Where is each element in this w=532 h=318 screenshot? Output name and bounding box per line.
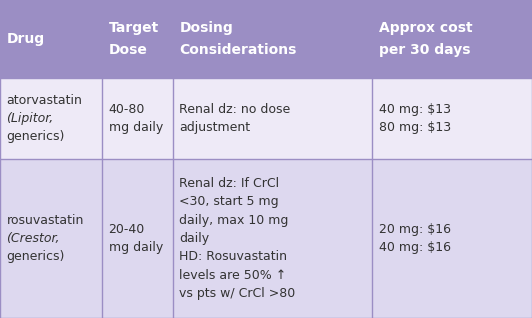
Text: 40-80: 40-80: [109, 103, 145, 116]
Bar: [372, 0, 532, 78]
Bar: [372, 159, 532, 318]
Text: adjustment: adjustment: [179, 121, 251, 134]
Text: 20 mg: $16: 20 mg: $16: [379, 223, 451, 236]
Bar: [102, 78, 173, 159]
Text: Target: Target: [109, 21, 159, 35]
Bar: [173, 78, 372, 159]
Text: daily, max 10 mg: daily, max 10 mg: [179, 214, 289, 226]
Text: Considerations: Considerations: [179, 43, 297, 57]
Text: rosuvastatin: rosuvastatin: [6, 214, 84, 226]
Text: Dosing: Dosing: [179, 21, 233, 35]
Text: (Lipitor,: (Lipitor,: [6, 112, 54, 125]
Text: <30, start 5 mg: <30, start 5 mg: [179, 195, 279, 208]
Text: Dose: Dose: [109, 43, 147, 57]
Text: HD: Rosuvastatin: HD: Rosuvastatin: [179, 251, 287, 263]
Text: mg daily: mg daily: [109, 121, 163, 134]
Text: Approx cost: Approx cost: [379, 21, 472, 35]
Text: vs pts w/ CrCl >80: vs pts w/ CrCl >80: [179, 287, 296, 300]
Text: Drug: Drug: [6, 32, 45, 46]
Text: (Crestor,: (Crestor,: [6, 232, 60, 245]
Text: generics): generics): [6, 130, 65, 143]
Text: Renal dz: no dose: Renal dz: no dose: [179, 103, 290, 116]
Text: 40 mg: $16: 40 mg: $16: [379, 241, 451, 254]
Bar: [372, 78, 532, 159]
Text: Renal dz: If CrCl: Renal dz: If CrCl: [179, 177, 279, 190]
Bar: [0, 78, 102, 159]
Bar: [102, 0, 173, 78]
Bar: [173, 159, 372, 318]
Bar: [102, 159, 173, 318]
Text: 20-40: 20-40: [109, 223, 145, 236]
Bar: [0, 159, 102, 318]
Text: 80 mg: $13: 80 mg: $13: [379, 121, 451, 134]
Text: atorvastatin: atorvastatin: [6, 93, 82, 107]
Text: levels are 50% ↑: levels are 50% ↑: [179, 269, 287, 282]
Text: per 30 days: per 30 days: [379, 43, 470, 57]
Text: daily: daily: [179, 232, 210, 245]
Text: 40 mg: $13: 40 mg: $13: [379, 103, 451, 116]
Text: mg daily: mg daily: [109, 241, 163, 254]
Bar: [0, 0, 102, 78]
Bar: [173, 0, 372, 78]
Text: generics): generics): [6, 251, 65, 263]
